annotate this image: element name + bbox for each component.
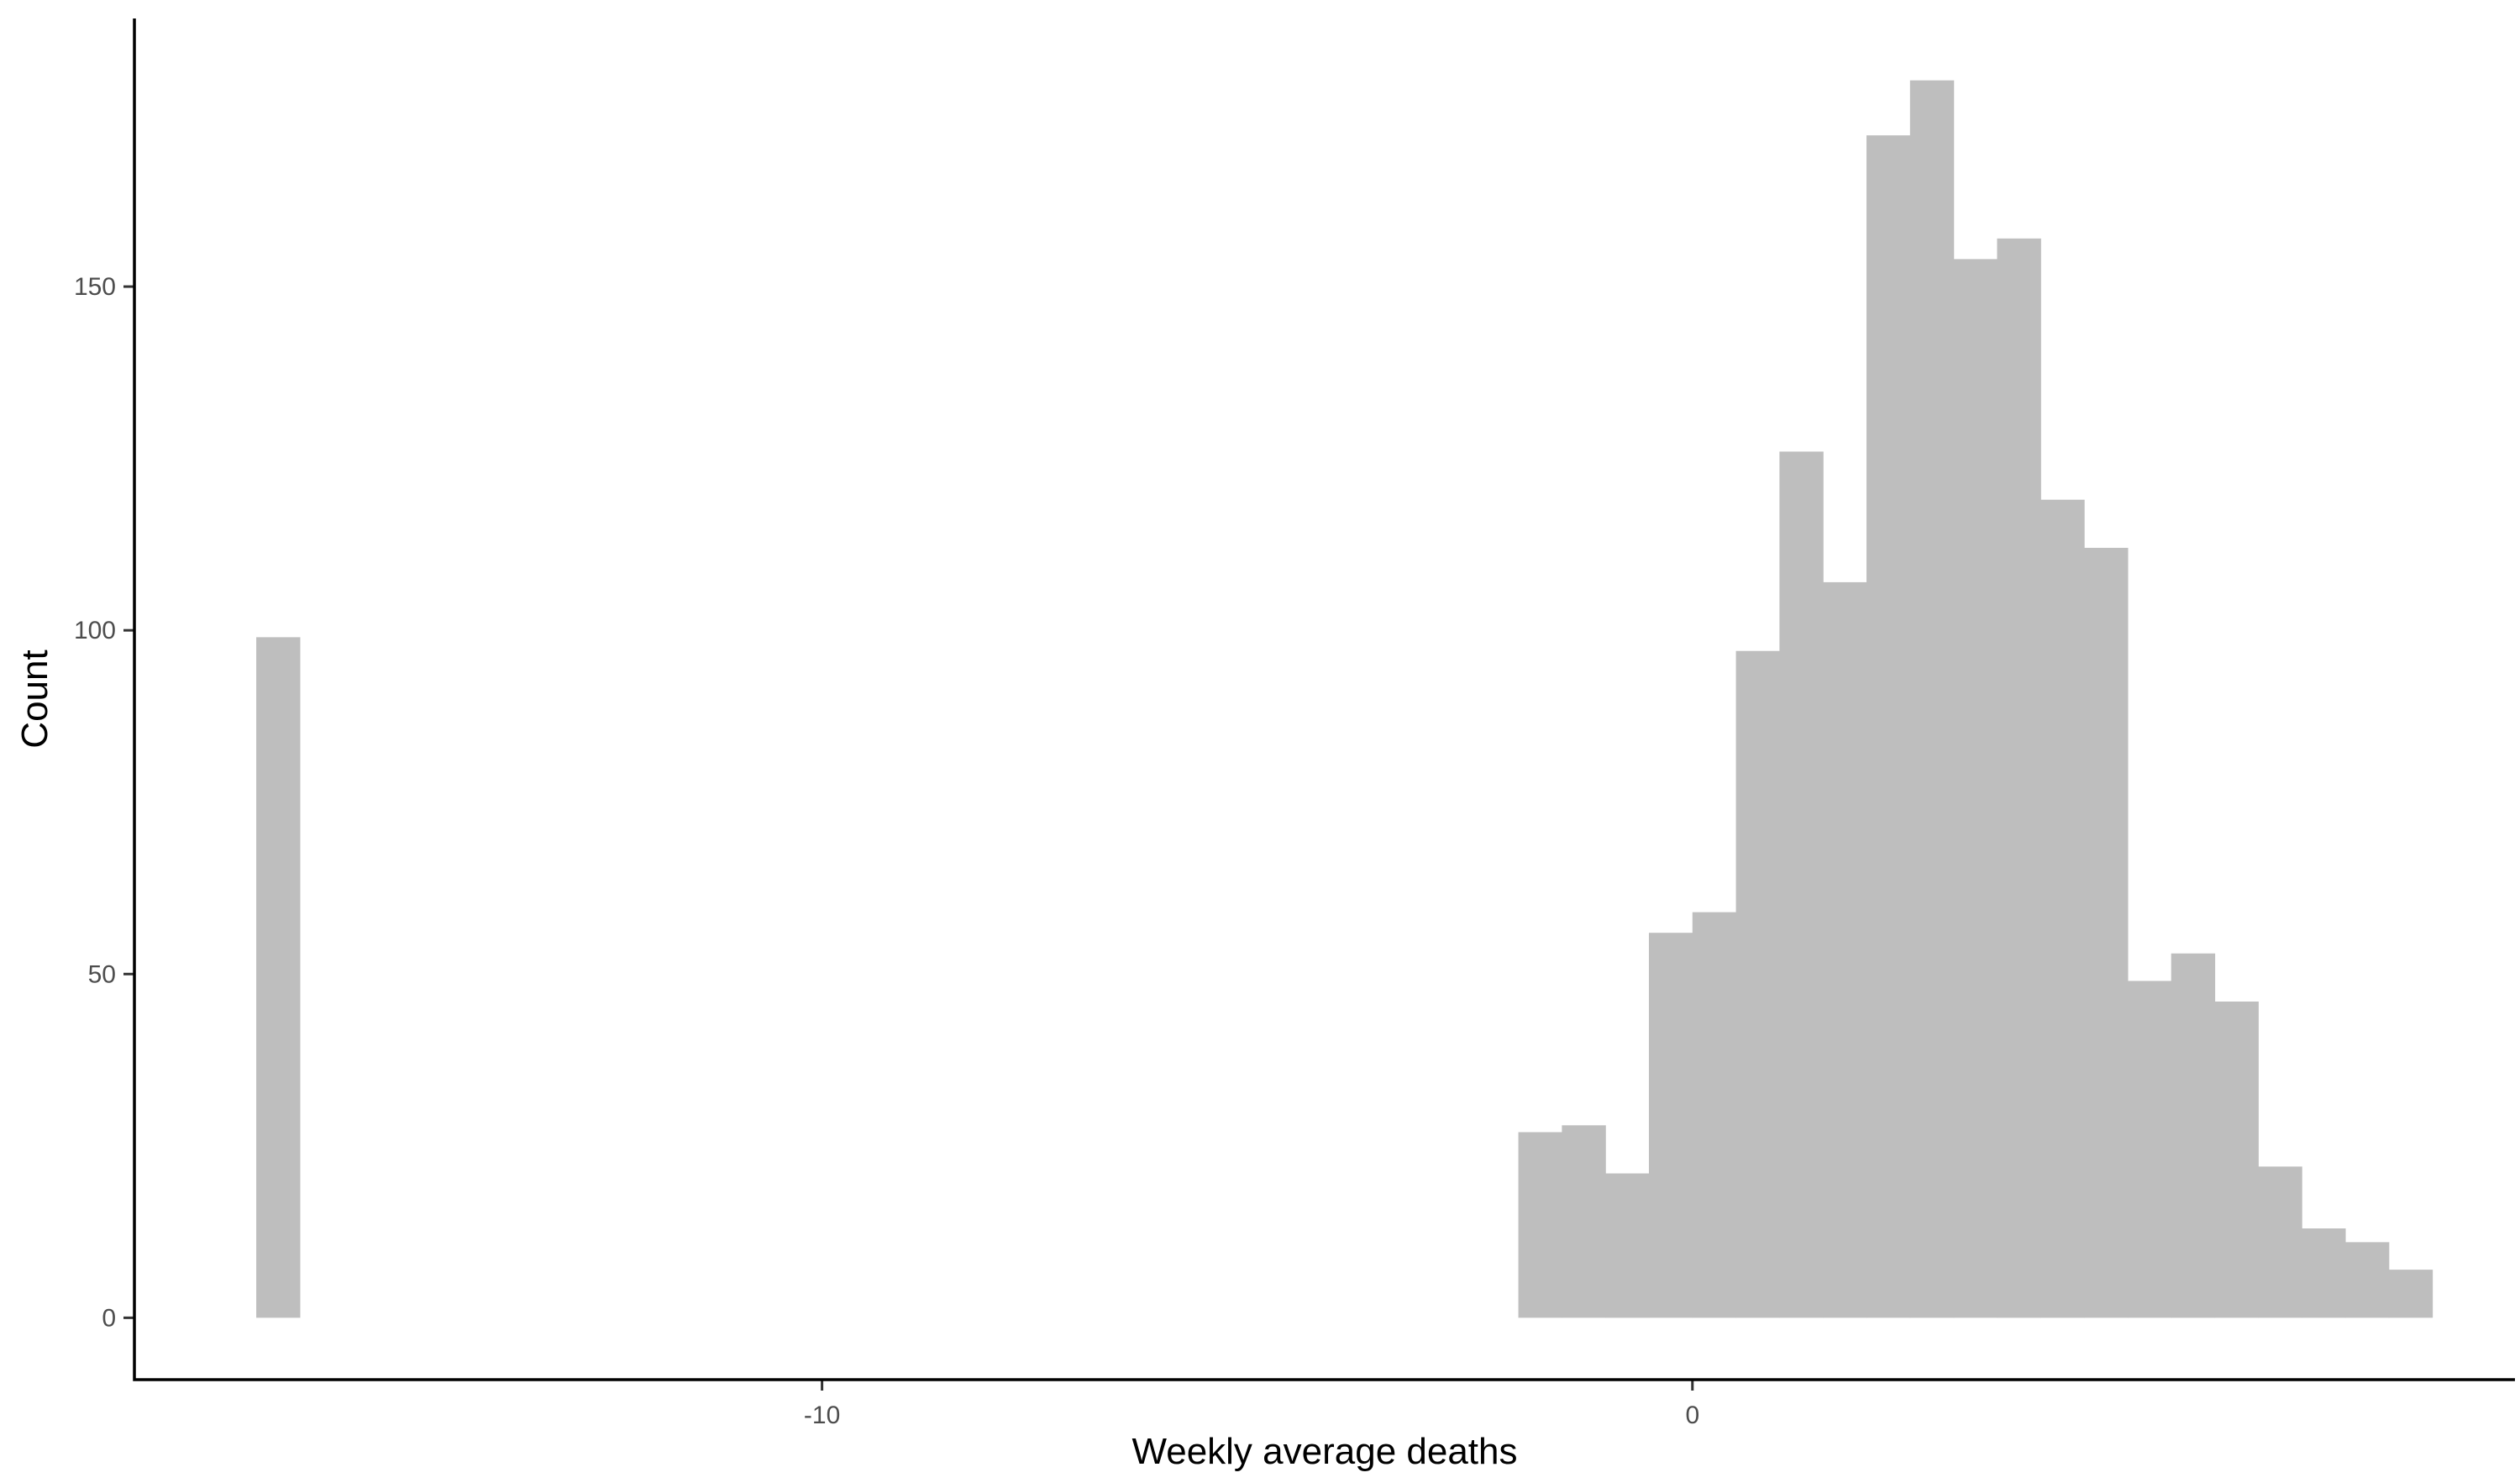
y-axis-title: Count [14,649,55,748]
histogram-bar [1997,238,2041,1318]
histogram-bar [1823,581,1867,1318]
bars-group [256,80,2433,1318]
histogram-bar [2127,981,2172,1318]
histogram-bar [1953,259,1998,1318]
histogram-bar [1866,135,1911,1318]
histogram-bar [2214,1002,2259,1318]
histogram-bar [2302,1228,2346,1318]
histogram-bar [2084,548,2129,1318]
x-tick-label: 0 [1685,1401,1699,1429]
histogram-bar [256,637,301,1318]
histogram-bar [1562,1125,1606,1318]
histogram-bar [1909,80,1955,1318]
y-tick-label: 150 [74,273,116,301]
x-axis-title: Weekly average deaths [1131,1431,1517,1472]
histogram-bar [2344,1242,2390,1318]
y-tick-label: 100 [74,617,116,644]
axis-lines [133,18,2515,1381]
histogram-bar [1648,933,1693,1318]
histogram-bar [1692,912,1737,1318]
histogram-bar [2258,1166,2302,1318]
histogram-bar [1735,650,1781,1318]
histogram-bar [2171,953,2216,1318]
histogram-bar [2040,499,2085,1318]
y-tick-label: 0 [102,1304,116,1332]
histogram-bar [1605,1173,1650,1318]
histogram-bar [2388,1270,2433,1318]
y-tick-label: 50 [88,960,116,988]
histogram-bar [1518,1132,1562,1318]
histogram-bar [1779,451,1824,1318]
x-tick-label: -10 [804,1401,840,1429]
y-axis-ticks: 0 50 100 150 [74,273,134,1332]
x-axis-ticks: -10 0 [804,1380,1699,1429]
